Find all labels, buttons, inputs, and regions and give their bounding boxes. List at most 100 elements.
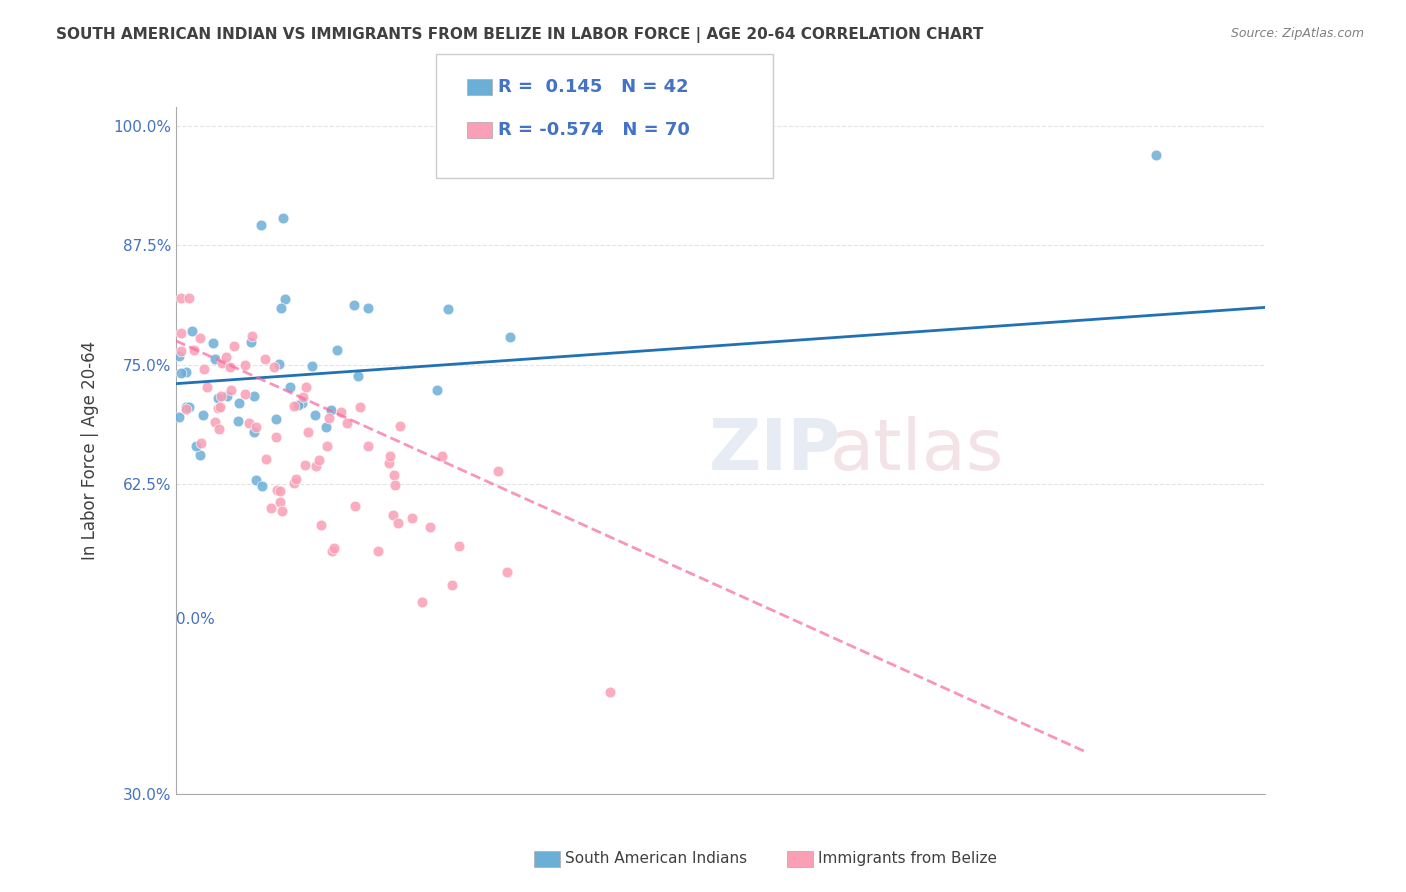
Point <box>215 350 238 364</box>
Point <box>264 412 287 426</box>
Text: atlas: atlas <box>830 416 1004 485</box>
Point <box>193 362 215 376</box>
Point <box>254 351 277 366</box>
Point <box>304 409 326 423</box>
Point <box>195 379 218 393</box>
Point <box>243 389 266 403</box>
Point <box>233 386 256 401</box>
Point <box>190 331 212 345</box>
Point <box>169 409 191 424</box>
Point <box>209 401 232 415</box>
Point <box>184 439 207 453</box>
Point <box>250 479 273 493</box>
Point <box>181 324 204 338</box>
Point <box>291 396 314 410</box>
Point <box>291 391 314 405</box>
Point <box>250 219 273 233</box>
Point <box>384 478 406 492</box>
Point <box>254 451 277 466</box>
Point <box>382 467 405 482</box>
Point <box>297 425 319 439</box>
Point <box>239 335 262 350</box>
Point <box>599 685 621 699</box>
Point <box>274 292 297 306</box>
Point <box>170 291 193 305</box>
Point <box>380 449 402 463</box>
Point <box>169 349 191 363</box>
Point <box>321 544 343 558</box>
Point <box>336 416 359 430</box>
Y-axis label: In Labor Force | Age 20-64: In Labor Force | Age 20-64 <box>82 341 98 560</box>
Point <box>207 391 229 405</box>
Point <box>188 448 211 462</box>
Point <box>226 414 249 428</box>
Point <box>170 326 193 341</box>
Point <box>221 383 243 397</box>
Point <box>269 483 291 498</box>
Text: R =  0.145   N = 42: R = 0.145 N = 42 <box>498 78 689 96</box>
Point <box>271 504 294 518</box>
Point <box>267 357 290 371</box>
Point <box>488 464 510 478</box>
Point <box>207 401 229 415</box>
Point <box>301 359 323 373</box>
Point <box>260 501 283 516</box>
Point <box>308 453 330 467</box>
Point <box>440 578 463 592</box>
Point <box>233 358 256 372</box>
Point <box>215 389 238 403</box>
Point <box>283 400 305 414</box>
Point <box>381 508 404 522</box>
Point <box>209 389 232 403</box>
Point <box>177 401 200 415</box>
Point <box>419 520 441 534</box>
Point <box>295 380 318 394</box>
Point <box>378 456 401 470</box>
Point <box>294 458 316 472</box>
Point <box>387 516 409 531</box>
Point <box>202 336 225 351</box>
Point <box>437 301 460 316</box>
Point <box>330 404 353 418</box>
Point <box>278 380 301 394</box>
Point <box>193 408 215 422</box>
Point <box>357 301 380 315</box>
Point <box>238 416 260 430</box>
Point <box>315 439 337 453</box>
Point <box>321 403 343 417</box>
Point <box>183 343 205 357</box>
Point <box>343 500 366 514</box>
Point <box>228 396 250 410</box>
Point <box>218 360 240 375</box>
Point <box>283 476 305 491</box>
Point <box>305 459 328 474</box>
Point <box>367 544 389 558</box>
Point <box>245 420 267 434</box>
Point <box>315 420 337 434</box>
Point <box>204 415 226 429</box>
Point <box>1146 147 1168 161</box>
Point <box>270 301 292 315</box>
Point <box>388 418 411 433</box>
Text: ZIP: ZIP <box>709 416 841 485</box>
Text: SOUTH AMERICAN INDIAN VS IMMIGRANTS FROM BELIZE IN LABOR FORCE | AGE 20-64 CORRE: SOUTH AMERICAN INDIAN VS IMMIGRANTS FROM… <box>56 27 984 43</box>
Point <box>243 425 266 440</box>
Point <box>447 539 470 553</box>
Point <box>425 384 447 398</box>
Point <box>347 369 370 384</box>
Point <box>323 541 346 555</box>
Point <box>240 329 263 343</box>
Point <box>357 439 380 453</box>
Point <box>287 398 309 412</box>
Point <box>430 449 453 463</box>
Text: Immigrants from Belize: Immigrants from Belize <box>818 852 997 866</box>
Point <box>496 565 519 579</box>
Point <box>174 402 197 417</box>
Point <box>499 330 522 344</box>
Text: R = -0.574   N = 70: R = -0.574 N = 70 <box>498 121 689 139</box>
Text: South American Indians: South American Indians <box>565 852 748 866</box>
Point <box>174 365 197 379</box>
Point <box>269 494 291 508</box>
Point <box>284 472 307 486</box>
Point <box>263 360 285 375</box>
